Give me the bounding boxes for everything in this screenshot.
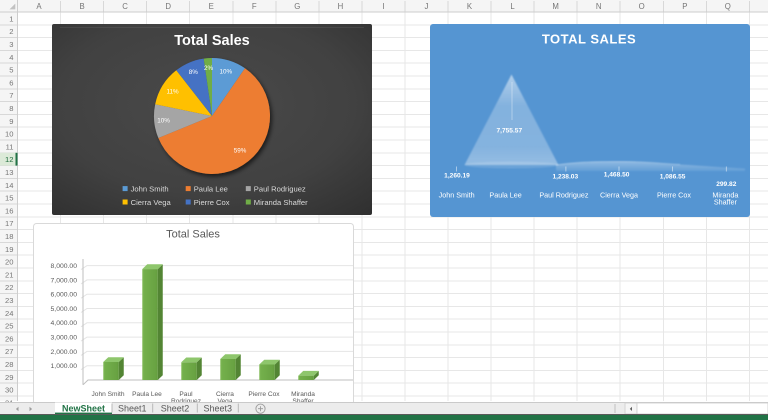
svg-text:Miranda: Miranda (291, 391, 315, 398)
svg-text:25: 25 (5, 322, 13, 331)
svg-text:TOTAL SALES: TOTAL SALES (542, 32, 636, 47)
svg-text:I: I (382, 2, 384, 11)
svg-text:299.82: 299.82 (716, 181, 737, 188)
svg-text:2,000.00: 2,000.00 (51, 349, 78, 356)
svg-text:13: 13 (5, 168, 13, 177)
svg-text:Shaffer: Shaffer (714, 198, 738, 207)
svg-text:15: 15 (5, 194, 13, 203)
svg-text:30: 30 (5, 386, 13, 395)
svg-text:H: H (338, 2, 344, 11)
svg-text:16: 16 (5, 206, 13, 215)
svg-text:10%: 10% (157, 117, 170, 124)
svg-text:8: 8 (9, 104, 13, 113)
svg-text:Cierra Vega: Cierra Vega (600, 190, 638, 199)
svg-text:Pierre Cox: Pierre Cox (194, 198, 230, 207)
svg-text:Q: Q (725, 2, 731, 11)
svg-text:23: 23 (5, 296, 13, 305)
svg-text:11%: 11% (167, 88, 180, 95)
svg-text:24: 24 (5, 309, 13, 318)
svg-text:1,086.55: 1,086.55 (660, 174, 686, 181)
svg-text:Paul Rodriguez: Paul Rodriguez (254, 185, 306, 194)
svg-text:5,000.00: 5,000.00 (51, 306, 78, 313)
svg-text:Rodriguez: Rodriguez (171, 398, 201, 405)
svg-text:6: 6 (9, 78, 13, 87)
svg-text:N: N (596, 2, 602, 11)
svg-text:7: 7 (9, 91, 13, 100)
svg-text:10%: 10% (219, 69, 232, 76)
svg-text:3,000.00: 3,000.00 (51, 335, 78, 342)
svg-text:4: 4 (9, 53, 13, 62)
svg-text:Shaffer: Shaffer (292, 398, 314, 405)
svg-text:O: O (639, 2, 645, 11)
svg-text:Paula Lee: Paula Lee (132, 391, 162, 398)
svg-text:J: J (425, 2, 429, 11)
svg-text:11: 11 (6, 142, 14, 151)
svg-text:Pierre Cox: Pierre Cox (248, 391, 280, 398)
svg-text:Paul: Paul (179, 391, 193, 398)
svg-text:John Smith: John Smith (92, 391, 125, 398)
svg-text:20: 20 (5, 258, 13, 267)
svg-text:Miranda Shaffer: Miranda Shaffer (254, 198, 308, 207)
svg-text:3: 3 (9, 40, 13, 49)
svg-text:John Smith: John Smith (131, 185, 169, 194)
svg-text:Paul Rodriguez: Paul Rodriguez (539, 190, 589, 199)
svg-text:D: D (165, 2, 171, 11)
svg-text:B: B (79, 2, 84, 11)
svg-text:1,238.03: 1,238.03 (552, 174, 578, 181)
svg-text:17: 17 (5, 219, 13, 228)
svg-text:7,000.00: 7,000.00 (51, 277, 78, 284)
svg-text:Miranda: Miranda (712, 190, 738, 199)
svg-text:1,000.00: 1,000.00 (51, 363, 78, 370)
svg-text:1,260.19: 1,260.19 (444, 173, 470, 180)
svg-text:Total Sales: Total Sales (174, 33, 249, 49)
svg-text:G: G (294, 2, 300, 11)
svg-text:4,000.00: 4,000.00 (51, 320, 78, 327)
svg-text:K: K (467, 2, 473, 11)
svg-text:F: F (252, 2, 257, 11)
svg-text:2%: 2% (204, 65, 214, 72)
svg-text:Paula Lee: Paula Lee (489, 190, 521, 199)
svg-text:C: C (122, 2, 128, 11)
svg-text:5: 5 (9, 66, 13, 75)
svg-text:21: 21 (5, 270, 13, 279)
svg-text:7,755.57: 7,755.57 (496, 127, 522, 134)
svg-text:28: 28 (5, 360, 13, 369)
svg-text:Cierra: Cierra (216, 391, 234, 398)
svg-text:29: 29 (5, 373, 13, 382)
svg-text:12: 12 (5, 155, 13, 164)
svg-text:2: 2 (9, 27, 13, 36)
svg-text:Vega: Vega (217, 398, 232, 405)
svg-text:M: M (552, 2, 559, 11)
svg-text:NewSheet: NewSheet (62, 403, 105, 413)
svg-text:18: 18 (5, 232, 13, 241)
svg-text:Total Sales: Total Sales (166, 229, 220, 241)
svg-text:14: 14 (5, 181, 13, 190)
svg-text:9: 9 (9, 117, 13, 126)
svg-text:John Smith: John Smith (439, 190, 475, 199)
svg-text:27: 27 (5, 347, 13, 356)
svg-text:Cierra Vega: Cierra Vega (131, 198, 172, 207)
svg-text:1: 1 (9, 14, 13, 23)
svg-text:26: 26 (5, 334, 13, 343)
svg-text:8%: 8% (189, 69, 199, 76)
svg-text:E: E (209, 2, 214, 11)
svg-text:10: 10 (5, 130, 13, 139)
svg-text:1,468.50: 1,468.50 (604, 172, 630, 179)
svg-text:19: 19 (5, 245, 13, 254)
svg-text:22: 22 (5, 283, 13, 292)
svg-text:Paula Lee: Paula Lee (194, 185, 228, 194)
svg-text:L: L (510, 2, 515, 11)
svg-text:Sheet1: Sheet1 (118, 403, 147, 413)
svg-text:Pierre Cox: Pierre Cox (657, 190, 691, 199)
svg-text:59%: 59% (234, 148, 247, 155)
svg-text:Sheet2: Sheet2 (161, 403, 190, 413)
svg-text:8,000.00: 8,000.00 (51, 263, 78, 270)
svg-text:6,000.00: 6,000.00 (51, 292, 78, 299)
svg-text:P: P (682, 2, 687, 11)
svg-text:Sheet3: Sheet3 (204, 403, 233, 413)
svg-text:A: A (36, 2, 42, 11)
